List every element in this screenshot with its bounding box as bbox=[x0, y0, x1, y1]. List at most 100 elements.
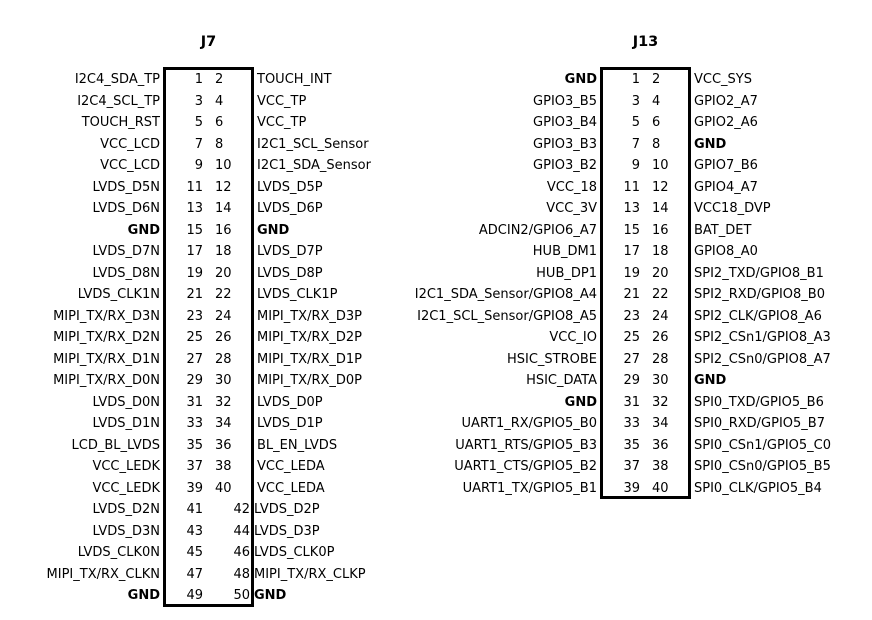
connector-j13-pin-box bbox=[600, 67, 691, 499]
pin-number-odd: 31 bbox=[623, 394, 640, 410]
pin-label-left: UART1_RX/GPIO5_B0 bbox=[461, 416, 597, 431]
pin-label-right: GND bbox=[694, 373, 727, 388]
pin-number-even: 48 bbox=[233, 566, 250, 582]
pin-row: VCC_3V 13 14 VCC18_DVP bbox=[0, 198, 872, 220]
pin-number-odd: 31 bbox=[186, 394, 203, 410]
connector-j13-rows: GND 1 2 VCC_SYS GPIO3_B5 3 4 GPIO2_A7 GPIO3_B4 5 6… bbox=[0, 69, 872, 499]
pin-number-odd: 33 bbox=[623, 416, 640, 431]
pin-number-even: 10 bbox=[215, 158, 232, 173]
pin-row: UART1_CTS/GPIO5_B2 37 38 SPI0_CSn0/GPIO5_B5 bbox=[0, 456, 872, 478]
pin-label-right: MIPI_TX/RX_D0P bbox=[257, 373, 363, 388]
pin-number-even: 18 bbox=[652, 244, 669, 259]
pin-number-even: 8 bbox=[652, 136, 661, 152]
pin-row: LVDS_D3N 43 44 LVDS_D3P bbox=[0, 521, 440, 543]
pin-number-even: 16 bbox=[652, 222, 669, 238]
pin-number-even: 24 bbox=[652, 308, 669, 324]
pin-label-right: BL_EN_LVDS bbox=[257, 437, 338, 453]
pin-number-odd: 7 bbox=[194, 136, 203, 152]
pin-label-right: SPI2_TXD/GPIO8_B1 bbox=[694, 265, 824, 281]
pin-number-even: 50 bbox=[233, 588, 250, 603]
pin-number-even: 20 bbox=[215, 265, 232, 281]
pin-label-left: I2C4_SCL_TP bbox=[77, 93, 160, 109]
pin-number-even: 24 bbox=[215, 308, 232, 324]
pin-label-right: MIPI_TX/RX_D1P bbox=[257, 351, 363, 367]
pin-label-right: MIPI_TX/RX_D3P bbox=[257, 308, 363, 324]
pin-row: LVDS_CLK1N 21 22 LVDS_CLK1P bbox=[0, 284, 440, 306]
pin-number-even: 36 bbox=[215, 437, 232, 453]
pin-row: GPIO3_B4 5 6 GPIO2_A6 bbox=[0, 112, 872, 134]
pin-label-right: GND bbox=[694, 136, 727, 152]
pin-number-even: 6 bbox=[652, 115, 661, 130]
connector-j7-rows: I2C4_SDA_TP 1 2 TOUCH_INT I2C4_SCL_TP 3 4 VCC_T… bbox=[0, 69, 440, 607]
pin-label-left: VCC_IO bbox=[549, 330, 597, 345]
pin-number-odd: 35 bbox=[186, 437, 203, 453]
pin-number-even: 28 bbox=[215, 351, 232, 367]
pin-label-left: UART1_CTS/GPIO5_B2 bbox=[454, 459, 597, 474]
pin-number-even: 4 bbox=[652, 93, 661, 109]
pin-number-even: 20 bbox=[652, 265, 669, 281]
pin-label-right: VCC_TP bbox=[257, 93, 307, 109]
pin-row: MIPI_TX/RX_CLKN 47 48 MIPI_TX/RX_CLKP bbox=[0, 564, 440, 586]
pin-label-right: SPI0_TXD/GPIO5_B6 bbox=[694, 394, 824, 410]
pin-row: UART1_RTS/GPIO5_B3 35 36 SPI0_CSn1/GPIO5_C0 bbox=[0, 435, 872, 457]
pin-row: UART1_TX/GPIO5_B1 39 40 SPI0_CLK/GPIO5_B4 bbox=[0, 478, 872, 500]
pin-number-odd: 23 bbox=[186, 308, 203, 324]
pin-label-left: VCC_LEDK bbox=[92, 480, 160, 496]
pin-label-left: LVDS_D0N bbox=[92, 394, 160, 410]
pin-number-even: 12 bbox=[652, 179, 669, 195]
pin-row: HSIC_DATA 29 30 GND bbox=[0, 370, 872, 392]
pin-label-right: SPI0_CSn0/GPIO5_B5 bbox=[694, 459, 831, 474]
pin-number-even: 38 bbox=[652, 459, 669, 474]
pin-number-odd: 49 bbox=[186, 588, 203, 603]
pin-number-odd: 43 bbox=[186, 523, 203, 539]
pin-number-even: 8 bbox=[215, 136, 224, 152]
pin-label-left: LVDS_CLK0N bbox=[77, 545, 160, 560]
pin-row: GND 15 16 GND bbox=[0, 220, 440, 242]
pin-number-odd: 39 bbox=[186, 480, 203, 496]
pin-row: LVDS_D1N 33 34 LVDS_D1P bbox=[0, 413, 440, 435]
pin-label-right: LVDS_D6P bbox=[257, 201, 323, 216]
pin-number-odd: 17 bbox=[186, 244, 203, 259]
pin-number-odd: 15 bbox=[186, 222, 203, 238]
pin-label-left: GND bbox=[564, 72, 597, 87]
pin-number-odd: 11 bbox=[623, 179, 640, 195]
pin-number-odd: 37 bbox=[186, 459, 203, 474]
pin-label-right: SPI2_CSn1/GPIO8_A3 bbox=[694, 330, 831, 345]
pin-label-left: GPIO3_B2 bbox=[533, 158, 597, 173]
pin-label-left: UART1_TX/GPIO5_B1 bbox=[462, 480, 597, 496]
pin-label-right: SPI2_CSn0/GPIO8_A7 bbox=[694, 351, 831, 367]
pin-number-odd: 13 bbox=[623, 201, 640, 216]
pin-label-right: VCC_LEDA bbox=[257, 459, 325, 474]
pin-number-even: 22 bbox=[215, 287, 232, 302]
pin-row: LVDS_CLK0N 45 46 LVDS_CLK0P bbox=[0, 542, 440, 564]
pin-label-left: LCD_BL_LVDS bbox=[71, 437, 160, 453]
pin-label-left: LVDS_D6N bbox=[92, 201, 160, 216]
pin-label-left: HSIC_DATA bbox=[526, 373, 597, 388]
pin-number-even: 26 bbox=[215, 330, 232, 345]
pin-number-odd: 5 bbox=[631, 115, 640, 130]
pin-label-left: MIPI_TX/RX_D3N bbox=[53, 308, 160, 324]
pin-number-odd: 47 bbox=[186, 566, 203, 582]
pin-number-even: 18 bbox=[215, 244, 232, 259]
pin-number-odd: 37 bbox=[623, 459, 640, 474]
connector-j7-title: J7 bbox=[200, 34, 217, 50]
pin-row: GND 31 32 SPI0_TXD/GPIO5_B6 bbox=[0, 392, 872, 414]
pin-number-odd: 9 bbox=[194, 158, 203, 173]
pin-label-left: MIPI_TX/RX_CLKN bbox=[46, 566, 160, 582]
pin-number-even: 16 bbox=[215, 222, 232, 238]
pin-label-left: GND bbox=[127, 222, 160, 238]
pin-label-right: LVDS_D3P bbox=[254, 523, 320, 539]
pin-row: LVDS_D2N 41 42 LVDS_D2P bbox=[0, 499, 440, 521]
pin-label-left: LVDS_D2N bbox=[92, 502, 160, 517]
pin-row: GND 49 50 GND bbox=[0, 585, 440, 607]
pin-label-left: MIPI_TX/RX_D0N bbox=[53, 373, 160, 388]
pin-number-even: 36 bbox=[652, 437, 669, 453]
pin-label-left: HUB_DP1 bbox=[536, 265, 597, 281]
pin-label-right: LVDS_D5P bbox=[257, 179, 323, 195]
pin-row: HUB_DP1 19 20 SPI2_TXD/GPIO8_B1 bbox=[0, 263, 872, 285]
pin-number-even: 40 bbox=[652, 480, 669, 496]
pin-number-odd: 21 bbox=[186, 287, 203, 302]
pin-label-right: GPIO7_B6 bbox=[694, 158, 758, 173]
pin-number-odd: 23 bbox=[623, 308, 640, 324]
pin-number-even: 4 bbox=[215, 93, 224, 109]
